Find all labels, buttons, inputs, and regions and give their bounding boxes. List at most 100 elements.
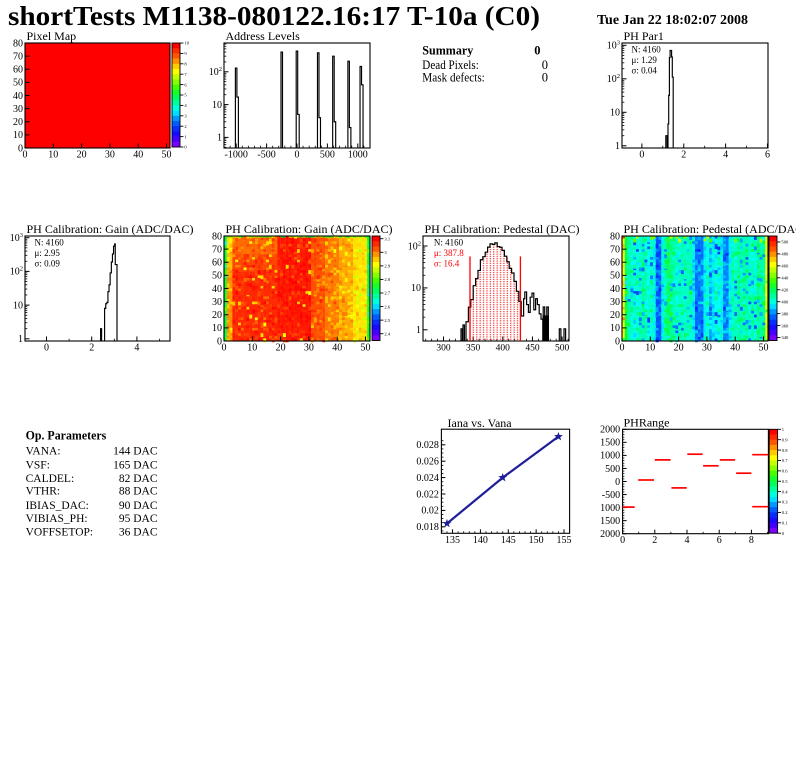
svg-text:80: 80: [212, 231, 222, 242]
svg-text:6: 6: [765, 150, 770, 161]
svg-text:70: 70: [13, 51, 23, 62]
svg-text:0: 0: [217, 336, 222, 347]
svg-text:7: 7: [184, 72, 187, 77]
svg-text:500: 500: [320, 150, 335, 161]
svg-text:0: 0: [18, 143, 23, 154]
svg-text:8: 8: [184, 62, 187, 67]
svg-text:PH Calibration: Pedestal (ADC/: PH Calibration: Pedestal (ADC/DAC): [624, 222, 796, 236]
svg-text:30: 30: [304, 343, 314, 354]
svg-text:0: 0: [639, 150, 644, 161]
svg-text:50: 50: [610, 271, 620, 282]
svg-text:150: 150: [529, 535, 544, 546]
svg-text:2.6: 2.6: [384, 304, 390, 309]
svg-text:60: 60: [13, 65, 23, 76]
svg-text:0.026: 0.026: [416, 457, 439, 468]
svg-text:380: 380: [781, 311, 789, 316]
svg-text:σ: 0.09: σ: 0.09: [35, 259, 61, 269]
svg-text:VANA:: VANA:: [26, 445, 61, 457]
svg-text:Dead Pixels:: Dead Pixels:: [422, 58, 479, 72]
svg-text:-500: -500: [257, 150, 275, 161]
svg-text:90 DAC: 90 DAC: [119, 500, 158, 512]
svg-text:50: 50: [212, 271, 222, 282]
svg-text:0: 0: [222, 343, 227, 354]
svg-text:80: 80: [13, 38, 23, 49]
svg-text:Iana vs. Vana: Iana vs. Vana: [448, 416, 513, 430]
svg-text:30: 30: [702, 343, 712, 354]
svg-text:70: 70: [212, 244, 222, 255]
svg-text:1: 1: [416, 325, 421, 336]
svg-text:40: 40: [13, 91, 23, 102]
svg-text:36 DAC: 36 DAC: [119, 527, 158, 539]
svg-text:40: 40: [332, 343, 342, 354]
svg-text:30: 30: [212, 297, 222, 308]
svg-text:50: 50: [162, 150, 172, 161]
svg-text:VTHR:: VTHR:: [26, 485, 61, 497]
svg-text:0: 0: [295, 150, 300, 161]
svg-text:40: 40: [212, 284, 222, 295]
svg-text:2000: 2000: [600, 425, 620, 436]
svg-text:2000: 2000: [600, 529, 620, 540]
svg-text:0.028: 0.028: [416, 440, 439, 451]
svg-text:50: 50: [361, 343, 371, 354]
svg-text:360: 360: [781, 323, 789, 328]
svg-text:103: 103: [10, 232, 23, 244]
svg-text:0.022: 0.022: [416, 489, 439, 500]
svg-text:10: 10: [411, 283, 421, 294]
svg-text:0: 0: [542, 58, 548, 72]
svg-text:155: 155: [557, 535, 572, 546]
svg-text:10: 10: [610, 108, 620, 119]
svg-text:10: 10: [13, 300, 23, 311]
svg-text:0: 0: [620, 343, 625, 354]
svg-text:102: 102: [10, 266, 23, 278]
svg-text:VOFFSETOP:: VOFFSETOP:: [26, 527, 94, 539]
svg-text:10: 10: [610, 323, 620, 334]
svg-text:420: 420: [781, 287, 789, 292]
svg-text:3: 3: [184, 114, 187, 119]
svg-text:400: 400: [496, 344, 511, 354]
svg-text:-500: -500: [602, 490, 620, 501]
svg-text:10: 10: [247, 343, 257, 354]
svg-text:102: 102: [408, 240, 421, 252]
svg-text:5: 5: [184, 93, 187, 98]
svg-text:4: 4: [685, 535, 690, 546]
svg-text:300: 300: [436, 344, 451, 354]
svg-text:4: 4: [723, 150, 728, 161]
svg-text:CALDEL:: CALDEL:: [26, 473, 75, 485]
svg-text:4: 4: [134, 343, 139, 354]
svg-text:1: 1: [782, 427, 785, 432]
svg-text:IBIAS_DAC:: IBIAS_DAC:: [26, 500, 89, 512]
svg-text:μ: 2.95: μ: 2.95: [35, 248, 61, 258]
svg-text:2.7: 2.7: [384, 291, 390, 296]
svg-text:6: 6: [717, 535, 722, 546]
svg-text:N: 4160: N: 4160: [434, 237, 464, 247]
svg-text:460: 460: [781, 264, 789, 269]
svg-text:20: 20: [610, 310, 620, 321]
svg-text:70: 70: [610, 244, 620, 255]
svg-text:20: 20: [212, 310, 222, 321]
svg-text:145: 145: [501, 535, 516, 546]
svg-text:144 DAC: 144 DAC: [113, 445, 158, 457]
svg-text:1000: 1000: [348, 150, 368, 161]
svg-text:20: 20: [77, 150, 87, 161]
svg-text:μ: 1.29: μ: 1.29: [632, 55, 658, 65]
svg-text:PH Calibration: Pedestal (DAC): PH Calibration: Pedestal (DAC): [425, 222, 580, 236]
svg-text:0.3: 0.3: [782, 500, 788, 505]
svg-text:50: 50: [759, 343, 769, 354]
svg-text:500: 500: [555, 344, 570, 354]
svg-text:VIBIAS_PH:: VIBIAS_PH:: [26, 513, 88, 525]
svg-text:PH Calibration: Gain (ADC/DAC): PH Calibration: Gain (ADC/DAC): [27, 222, 194, 236]
svg-text:2: 2: [681, 150, 686, 161]
svg-text:1500: 1500: [600, 438, 620, 449]
svg-text:shortTests M1138-080122.16:17: shortTests M1138-080122.16:17 T-10a (C0): [8, 1, 540, 31]
svg-text:0: 0: [615, 477, 620, 488]
svg-text:PHRange: PHRange: [624, 416, 670, 430]
svg-text:20: 20: [674, 343, 684, 354]
svg-text:2: 2: [89, 343, 94, 354]
svg-text:4: 4: [184, 103, 187, 108]
svg-text:0.6: 0.6: [782, 469, 788, 474]
svg-text:10: 10: [212, 100, 222, 111]
svg-text:30: 30: [610, 297, 620, 308]
svg-text:Op. Parameters: Op. Parameters: [26, 429, 107, 443]
svg-text:2.9: 2.9: [384, 264, 390, 269]
svg-text:9: 9: [184, 51, 187, 56]
